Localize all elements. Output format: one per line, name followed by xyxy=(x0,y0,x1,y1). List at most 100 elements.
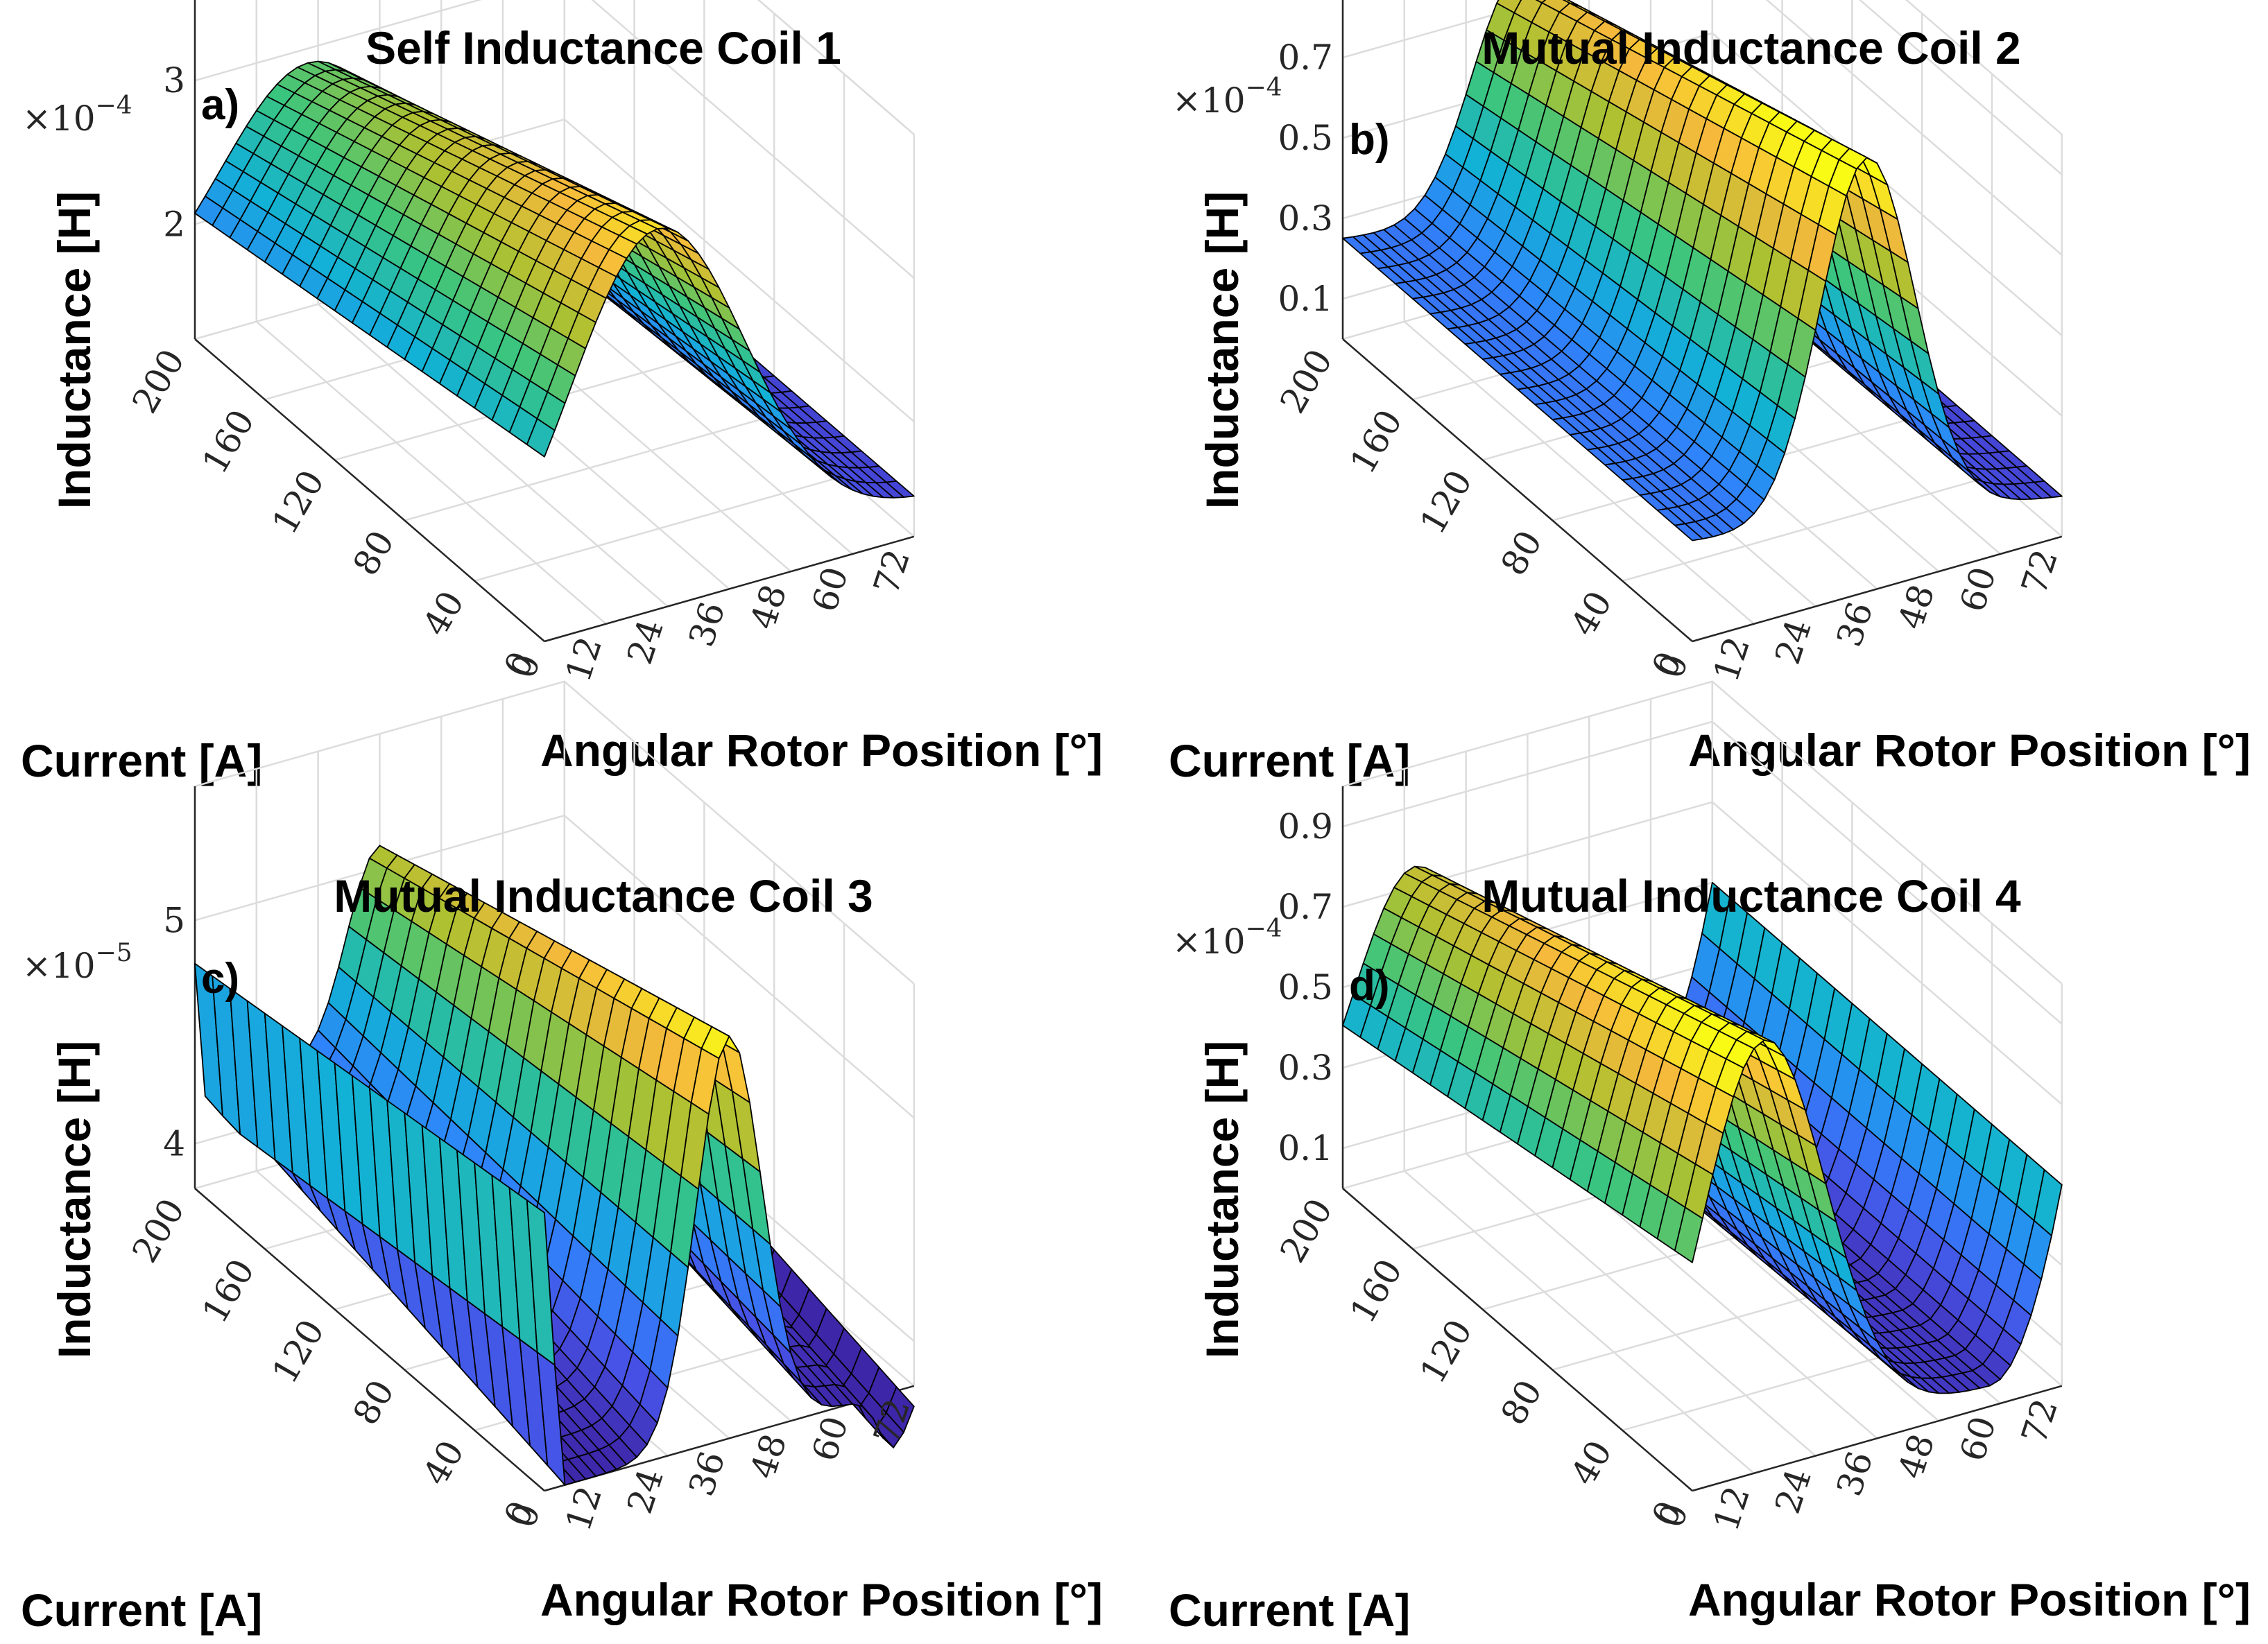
x-tick-label: 60 xyxy=(805,1412,857,1466)
z-tick-label: 0.1 xyxy=(1278,1128,1333,1168)
grid-line xyxy=(194,814,915,1119)
x-tick-label: 60 xyxy=(1952,562,2004,616)
y-axis-line xyxy=(194,338,545,642)
chart-panel-a: 012243648607204080120160200234×10−4Self … xyxy=(21,0,1103,786)
x-axis-line xyxy=(1692,1385,2063,1492)
z-exponent-label: ×10−5 xyxy=(22,939,132,986)
x-axis-label: Angular Rotor Position [°] xyxy=(540,1574,1103,1625)
z-exponent-label: ×10−4 xyxy=(22,92,132,139)
y-tick-label: 40 xyxy=(415,1434,472,1492)
surface xyxy=(194,60,915,499)
y-tick-label: 200 xyxy=(1272,343,1340,420)
x-tick-label: 36 xyxy=(1829,1446,1881,1500)
surface-facet xyxy=(526,418,556,458)
x-tick-label: 72 xyxy=(866,545,918,599)
z-tick-label: 0.1 xyxy=(1278,279,1333,319)
y-tick-label: 160 xyxy=(194,1252,262,1330)
z-exponent-power: −4 xyxy=(1246,73,1282,102)
x-axis-label: Angular Rotor Position [°] xyxy=(1688,1574,2251,1625)
z-exponent-label: ×10−4 xyxy=(1172,73,1282,121)
y-tick-label: 160 xyxy=(194,403,262,481)
x-tick-label: 12 xyxy=(558,1482,610,1536)
x-tick-label: 12 xyxy=(1706,1482,1758,1536)
x-axis-line xyxy=(544,535,915,643)
x-tick-label: 24 xyxy=(619,1464,671,1518)
x-tick-label: 24 xyxy=(1767,1464,1819,1518)
x-tick-label: 12 xyxy=(1706,632,1758,686)
x-tick-label: 48 xyxy=(1891,580,1943,634)
x-axis-line xyxy=(1692,535,2063,643)
grid-line xyxy=(1342,0,2063,256)
z-tick-label: 0.5 xyxy=(1278,118,1333,158)
y-tick-label: 160 xyxy=(1342,1252,1410,1330)
z-tick-label: 0.9 xyxy=(1278,806,1333,847)
grid-line xyxy=(1858,0,2063,175)
x-tick-label: 72 xyxy=(2013,1394,2065,1448)
grid-line xyxy=(1403,320,1755,625)
z-axis-label: Inductance [H] xyxy=(1196,191,1248,509)
panel-label: c) xyxy=(201,955,239,1003)
y-axis-line xyxy=(194,1188,545,1491)
chart-title: Self Inductance Coil 1 xyxy=(366,22,841,73)
y-axis-label: Current [A] xyxy=(21,735,262,786)
z-exponent-power: −5 xyxy=(96,939,132,967)
y-tick-label: 80 xyxy=(1493,524,1550,582)
surface xyxy=(1342,0,2063,542)
grid-line xyxy=(404,415,775,521)
z-tick-label: 0.7 xyxy=(1278,37,1333,78)
y-tick-label: 200 xyxy=(1272,1192,1340,1270)
y-axis-line xyxy=(1342,1188,1693,1491)
chart-panel-c: 0 12 24 36 48 60 720408012016020045×10−5Mutual… xyxy=(21,680,1103,1636)
x-tick-label: 48 xyxy=(1891,1429,1943,1483)
panel-label: a) xyxy=(201,81,239,129)
grid-line xyxy=(1622,475,1993,582)
z-tick-label: 2 xyxy=(163,204,185,244)
panel-label: b) xyxy=(1349,116,1390,164)
surface xyxy=(1342,865,2063,1394)
surface-facet xyxy=(1674,1206,1703,1263)
x-tick-label: 72 xyxy=(2013,545,2065,599)
grid-line xyxy=(1342,720,2063,1025)
y-tick-label: 80 xyxy=(345,524,402,582)
grid-line xyxy=(317,303,669,607)
x-tick-label: 60 xyxy=(805,562,857,616)
y-tick-label: 120 xyxy=(1412,1313,1480,1390)
x-axis-label: Angular Rotor Position [°] xyxy=(1688,725,2251,776)
x-tick-label: 24 xyxy=(1767,614,1819,668)
surface-facet xyxy=(1674,523,1703,542)
x-tick-label: 48 xyxy=(743,580,795,634)
x-tick-label: 36 xyxy=(681,1446,733,1500)
y-tick-label: 120 xyxy=(264,463,332,541)
x-axis-label: Angular Rotor Position [°] xyxy=(540,725,1103,776)
y-tick-label: 200 xyxy=(124,1192,192,1270)
chart-panel-d: 0 12 24 36 48 60 72040801201602000.10.30.50.70… xyxy=(1169,680,2251,1636)
z-tick-label: 0.3 xyxy=(1278,1048,1333,1088)
grid-line xyxy=(474,475,845,582)
z-tick-label: 5 xyxy=(163,900,185,940)
z-tick-label: 0.3 xyxy=(1278,198,1333,239)
z-tick-label: 4 xyxy=(163,1124,185,1164)
surface-facet xyxy=(526,1200,556,1366)
grid-line xyxy=(1403,1170,1755,1474)
grid-line xyxy=(194,0,915,279)
z-exponent-power: −4 xyxy=(96,92,132,120)
y-tick-label: 40 xyxy=(415,585,472,643)
grid-line xyxy=(1342,680,2063,985)
y-tick-label: 160 xyxy=(1342,403,1410,481)
x-tick-label: 36 xyxy=(681,597,733,651)
y-tick-label: 120 xyxy=(1412,463,1480,541)
y-tick-label: 200 xyxy=(124,343,192,420)
z-tick-label: 0.5 xyxy=(1278,967,1333,1007)
y-tick-label: 80 xyxy=(345,1374,402,1432)
grid-line xyxy=(194,680,915,985)
x-tick-label: 36 xyxy=(1829,597,1881,651)
chart-title: Mutual Inductance Coil 3 xyxy=(334,870,873,921)
grid-line xyxy=(757,0,915,135)
chart-title: Mutual Inductance Coil 2 xyxy=(1481,22,2020,73)
y-tick-label: 120 xyxy=(264,1313,332,1390)
x-tick-label: 60 xyxy=(1952,1412,2004,1466)
chart-title: Mutual Inductance Coil 4 xyxy=(1481,870,2021,921)
y-tick-label: 40 xyxy=(1563,585,1620,643)
surface xyxy=(194,845,915,1486)
